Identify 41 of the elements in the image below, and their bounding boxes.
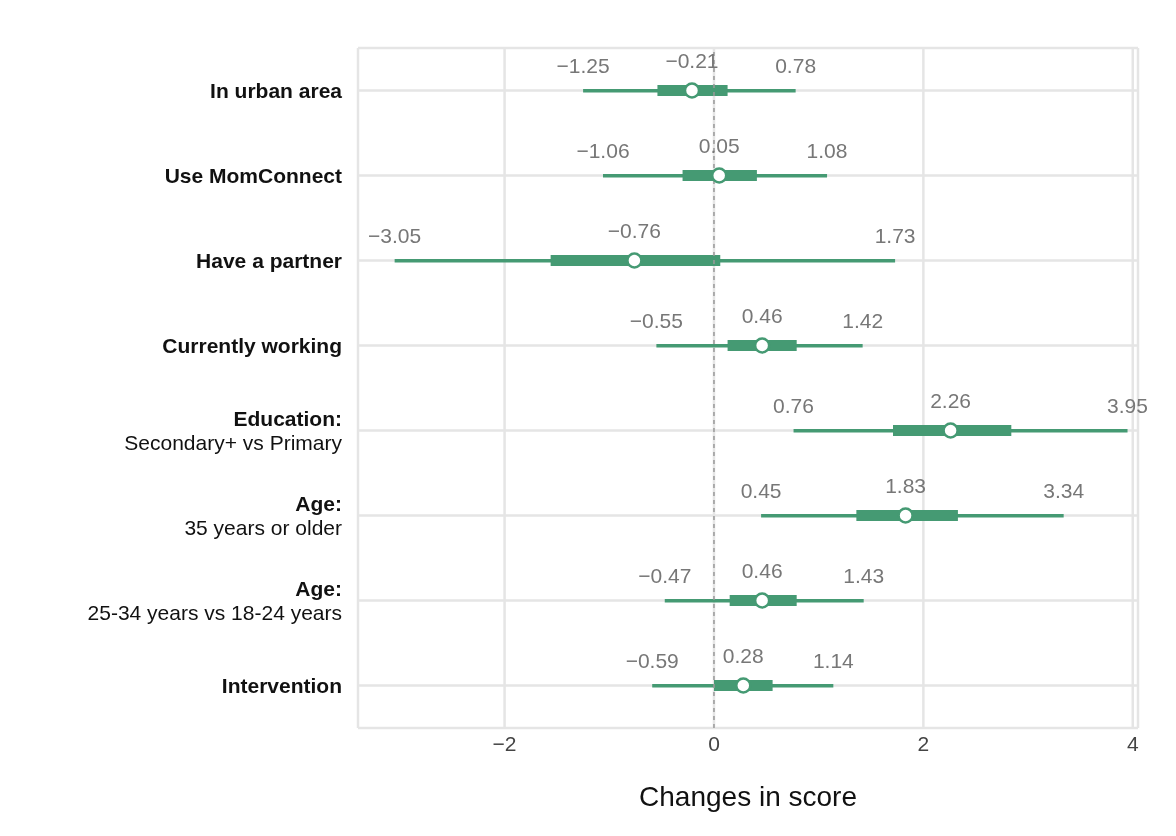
data-label: 0.46 bbox=[741, 303, 783, 327]
data-label: 1.83 bbox=[885, 473, 927, 497]
annotation: 3.34 bbox=[1043, 478, 1085, 502]
point bbox=[942, 422, 959, 439]
point bbox=[626, 252, 643, 269]
point bbox=[897, 507, 914, 524]
annotation: −1.25 bbox=[556, 53, 610, 77]
annotation: 0.45 bbox=[740, 478, 782, 502]
y-tick-label: In urban area bbox=[210, 78, 343, 102]
annotation: 1.14 bbox=[812, 648, 855, 672]
annotation: −3.05 bbox=[368, 223, 422, 247]
y-tick-label: Age: 35 years or older bbox=[184, 491, 342, 539]
y-tick-label: Intervention bbox=[221, 673, 342, 697]
data-label: −0.21 bbox=[665, 48, 719, 72]
data-label: 2.26 bbox=[930, 388, 972, 412]
x-axis-title: Changes in score bbox=[639, 781, 857, 812]
annotation: 0.78 bbox=[775, 53, 817, 77]
annotation: 1.08 bbox=[806, 138, 848, 162]
annotation: 3.95 bbox=[1107, 393, 1148, 417]
annotation: −0.47 bbox=[638, 563, 692, 587]
x-tick-label: 2 bbox=[917, 731, 930, 755]
y-tick-label: Use MomConnect bbox=[164, 163, 342, 187]
annotation: 1.42 bbox=[842, 308, 884, 332]
x-tick-label: 0 bbox=[708, 731, 720, 755]
annotation: 1.43 bbox=[843, 563, 885, 587]
annotation: 1.73 bbox=[874, 223, 916, 247]
data-label: 0.05 bbox=[698, 133, 740, 157]
annotation: −0.55 bbox=[629, 308, 683, 332]
x-tick-label: −2 bbox=[492, 731, 517, 755]
data-label: 0.28 bbox=[722, 643, 764, 667]
annotation: −1.06 bbox=[576, 138, 630, 162]
data-label: 0.46 bbox=[741, 558, 783, 582]
y-tick-label: Age: 25-34 years vs 18-24 years bbox=[87, 576, 342, 624]
y-tick-label: Currently working bbox=[162, 333, 342, 357]
y-tick-label: Education: Secondary+ vs Primary bbox=[124, 406, 343, 454]
data-label: −0.76 bbox=[607, 218, 661, 242]
annotation: 0.76 bbox=[773, 393, 814, 417]
annotation: −0.59 bbox=[625, 648, 679, 672]
x-tick-label: 4 bbox=[1126, 731, 1139, 755]
point bbox=[735, 677, 752, 694]
y-tick-label: Have a partner bbox=[196, 248, 342, 272]
